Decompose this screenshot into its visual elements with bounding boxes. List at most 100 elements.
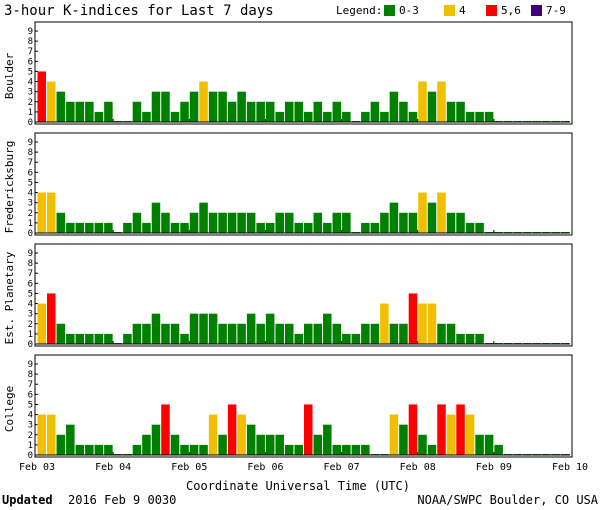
x-axis: Feb 03 Feb 04 Feb 05 Feb 06 Feb 07 Feb 08 Feb … (19, 462, 588, 473)
kp-bar (246, 424, 256, 455)
kp-bar (342, 333, 351, 344)
kp-bar (389, 323, 399, 344)
kp-bar (265, 222, 275, 233)
kp-bar (361, 444, 370, 455)
kp-bar (418, 192, 427, 233)
kp-bar (142, 222, 151, 233)
kp-bar (56, 91, 66, 122)
kp-bar (56, 212, 66, 233)
y-tick-label: 7 (28, 380, 33, 390)
kp-bar (161, 91, 170, 122)
y-tick-label: 4 (28, 411, 33, 421)
kp-bar (170, 323, 180, 344)
kp-bar (313, 323, 323, 344)
kp-bar (151, 313, 161, 344)
kp-bar (256, 222, 265, 233)
kp-bar (323, 111, 332, 122)
chart-title: 3-hour K-indices for Last 7 days (4, 3, 274, 19)
kp-bar (66, 101, 75, 122)
y-tick-label: 1 (28, 108, 33, 118)
y-tick-label: 4 (28, 189, 33, 199)
kp-bar (104, 333, 113, 344)
kp-bar (37, 303, 47, 344)
kp-bar (275, 111, 284, 122)
kp-bar (284, 444, 294, 455)
kp-bar (351, 444, 361, 455)
kp-bar (227, 404, 237, 455)
y-tick-label: 9 (28, 249, 33, 259)
kp-bar (180, 101, 189, 122)
y-tick-label: 5 (28, 289, 33, 299)
kp-bar (304, 222, 313, 233)
y-tick-label: 0 (28, 451, 33, 461)
y-tick-label: 3 (28, 421, 33, 431)
kp-bar (475, 111, 484, 122)
kp-bar (218, 91, 227, 122)
kp-bar (189, 212, 199, 233)
kp-bar (37, 71, 47, 122)
kp-bar (246, 101, 256, 122)
kp-bar (75, 444, 85, 455)
kp-bar (199, 444, 208, 455)
kp-bar (246, 212, 256, 233)
kp-bar (437, 404, 446, 455)
y-tick-label: 1 (28, 219, 33, 229)
kp-bar (256, 434, 265, 455)
kp-bar (427, 303, 437, 344)
kp-bar (399, 424, 408, 455)
legend-title: Legend: (336, 4, 382, 17)
kp-bar (427, 91, 437, 122)
kp-bar (361, 222, 370, 233)
kp-bar (418, 434, 427, 455)
kp-bar (180, 333, 189, 344)
kp-bar (66, 333, 75, 344)
kp-bar (47, 293, 56, 344)
x-tick-label: Feb 07 (324, 462, 360, 473)
kp-bar (465, 222, 475, 233)
kp-bar (294, 444, 303, 455)
y-tick-label: 2 (28, 431, 33, 441)
kp-bar (323, 222, 332, 233)
panel-frame (34, 21, 573, 125)
kp-bar (437, 323, 446, 344)
kp-bar (66, 222, 75, 233)
panel-title: Est. Planetary (3, 251, 16, 344)
kp-bar (465, 414, 475, 455)
kp-bar (151, 91, 161, 122)
kp-bar (399, 323, 408, 344)
panel-frame (34, 354, 573, 458)
kp-bar (275, 434, 284, 455)
kp-bar (237, 91, 246, 122)
kp-bar (427, 202, 437, 233)
kp-bar (170, 222, 180, 233)
y-tick-label: 2 (28, 209, 33, 219)
kp-bar (227, 323, 237, 344)
kp-bar (265, 101, 275, 122)
y-tick-label: 1 (28, 330, 33, 340)
kp-bar (218, 212, 227, 233)
kp-bar (151, 424, 161, 455)
kp-bar (151, 202, 161, 233)
kp-bar (456, 404, 465, 455)
kp-bar (389, 202, 399, 233)
kp-bar (104, 444, 113, 455)
kp-bar (446, 101, 456, 122)
panel-title: Boulder (3, 52, 16, 99)
kp-bar (475, 434, 484, 455)
source-credit: NOAA/SWPC Boulder, CO USA (417, 493, 598, 507)
kp-bar (218, 323, 227, 344)
kp-bar (446, 212, 456, 233)
y-tick-label: 9 (28, 27, 33, 37)
kp-bar (237, 414, 246, 455)
kp-bar (370, 101, 380, 122)
kp-bar (189, 313, 199, 344)
kp-bar (208, 313, 218, 344)
y-tick-label: 7 (28, 47, 33, 57)
kp-bar (208, 91, 218, 122)
x-tick-label: Feb 06 (247, 462, 283, 473)
kp-bar (275, 212, 284, 233)
kp-bar (47, 414, 56, 455)
